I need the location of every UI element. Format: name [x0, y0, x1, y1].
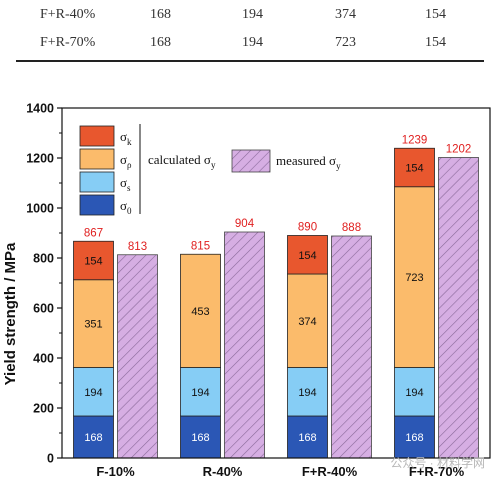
- bar-segment-sigma-s: [180, 367, 221, 417]
- bar-segment-sigma-k: [287, 235, 328, 275]
- bar-segment-sigma-s: [73, 367, 114, 417]
- segment-value-label: 168: [191, 432, 209, 444]
- measured-value-label: 1202: [446, 144, 472, 156]
- segment-value-label: 194: [191, 387, 209, 399]
- measured-bar: [331, 235, 372, 459]
- table-cell: 154: [425, 7, 446, 22]
- table-cell: 374: [335, 7, 356, 22]
- bar-segment-sigma0: [287, 415, 328, 459]
- table-cell: 168: [150, 35, 171, 50]
- table-row: F+R-70% 168 194 723 154: [0, 28, 499, 58]
- bar-segment-sigma-k: [394, 147, 435, 188]
- measured-bar: [438, 157, 479, 459]
- calculated-total-label: 1239: [402, 134, 428, 146]
- x-tick-label: F+R-70%: [409, 464, 465, 479]
- data-table: F+R-40% 168 194 374 154 F+R-70% 168 194 …: [0, 0, 499, 64]
- segment-value-label: 194: [405, 387, 423, 399]
- segment-value-label: 194: [298, 387, 316, 399]
- yield-strength-chart: 168 194 351 154 867 813 168 194 453 815 904 168 194 3…: [2, 102, 491, 479]
- table-cell: 168: [150, 7, 171, 22]
- y-axis-title: Yield strength / MPa: [2, 242, 19, 385]
- y-tick-label: 800: [33, 252, 54, 266]
- y-tick-label: 400: [33, 352, 54, 366]
- watermark: 公众号 · 材料学网: [390, 456, 485, 470]
- measured-value-label: 904: [235, 218, 255, 230]
- y-tick-label: 0: [47, 452, 54, 466]
- table-cell: 194: [242, 7, 263, 22]
- segment-value-label: 194: [84, 387, 102, 399]
- legend-label-sigma-rho: σρ: [120, 152, 132, 170]
- bar-segment-sigma-rho: [180, 253, 221, 368]
- legend-swatch-sigma-rho: [79, 148, 115, 170]
- x-tick-label: F+R-40%: [302, 464, 358, 479]
- table-row: F+R-40% 168 194 374 154: [0, 0, 499, 30]
- measured-bar: [224, 231, 265, 459]
- bar-segment-sigma-s: [394, 367, 435, 417]
- legend-label-sigma0: σ0: [120, 198, 132, 216]
- bar-segment-sigma-s: [287, 367, 328, 417]
- y-tick-label: 1200: [26, 152, 54, 166]
- segment-value-label: 723: [405, 272, 423, 284]
- y-tick-label: 600: [33, 302, 54, 316]
- legend-swatch-measured: [231, 149, 271, 173]
- calculated-total-label: 867: [84, 227, 103, 239]
- y-tick-label: 1000: [26, 202, 54, 216]
- x-tick-label: F-10%: [96, 464, 135, 479]
- segment-value-label: 154: [405, 163, 423, 175]
- legend-swatch-sigma-s: [79, 171, 115, 193]
- bar-segment-sigma0: [394, 415, 435, 459]
- table-cell: 194: [242, 35, 263, 50]
- table-bottom-rule: [16, 60, 484, 62]
- segment-value-label: 351: [84, 319, 102, 331]
- legend-swatch-sigma0: [79, 194, 115, 216]
- bar-segment-sigma0: [73, 415, 114, 459]
- legend-swatch-sigma-k: [79, 125, 115, 147]
- calculated-total-label: 815: [191, 240, 210, 252]
- table-cell: 723: [335, 35, 356, 50]
- legend-label-sigma-s: σs: [120, 175, 131, 193]
- legend-label-calculated: calculated σy: [148, 152, 216, 170]
- segment-value-label: 168: [298, 432, 316, 444]
- segment-value-label: 154: [298, 250, 316, 262]
- legend: σk σρ σs σ0 calculated σy measured σy: [79, 124, 341, 216]
- x-tick-label: R-40%: [203, 464, 243, 479]
- segment-value-label: 453: [191, 306, 209, 318]
- calculated-total-label: 890: [298, 222, 317, 234]
- table-cell: 154: [425, 35, 446, 50]
- table-cell: F+R-70%: [40, 35, 96, 50]
- legend-label-sigma-k: σk: [120, 129, 132, 147]
- y-tick-label: 1400: [26, 102, 54, 116]
- y-tick-label: 200: [33, 402, 54, 416]
- segment-value-label: 168: [84, 432, 102, 444]
- segment-value-label: 374: [298, 316, 316, 328]
- segment-value-label: 168: [405, 432, 423, 444]
- bar-segment-sigma-k: [73, 240, 114, 281]
- bar-segment-sigma-rho: [287, 273, 328, 368]
- measured-value-label: 813: [128, 241, 147, 253]
- measured-bar: [117, 254, 158, 459]
- measured-value-label: 888: [342, 222, 361, 234]
- table-cell: F+R-40%: [40, 7, 96, 22]
- legend-label-measured: measured σy: [276, 153, 341, 171]
- segment-value-label: 154: [84, 256, 102, 268]
